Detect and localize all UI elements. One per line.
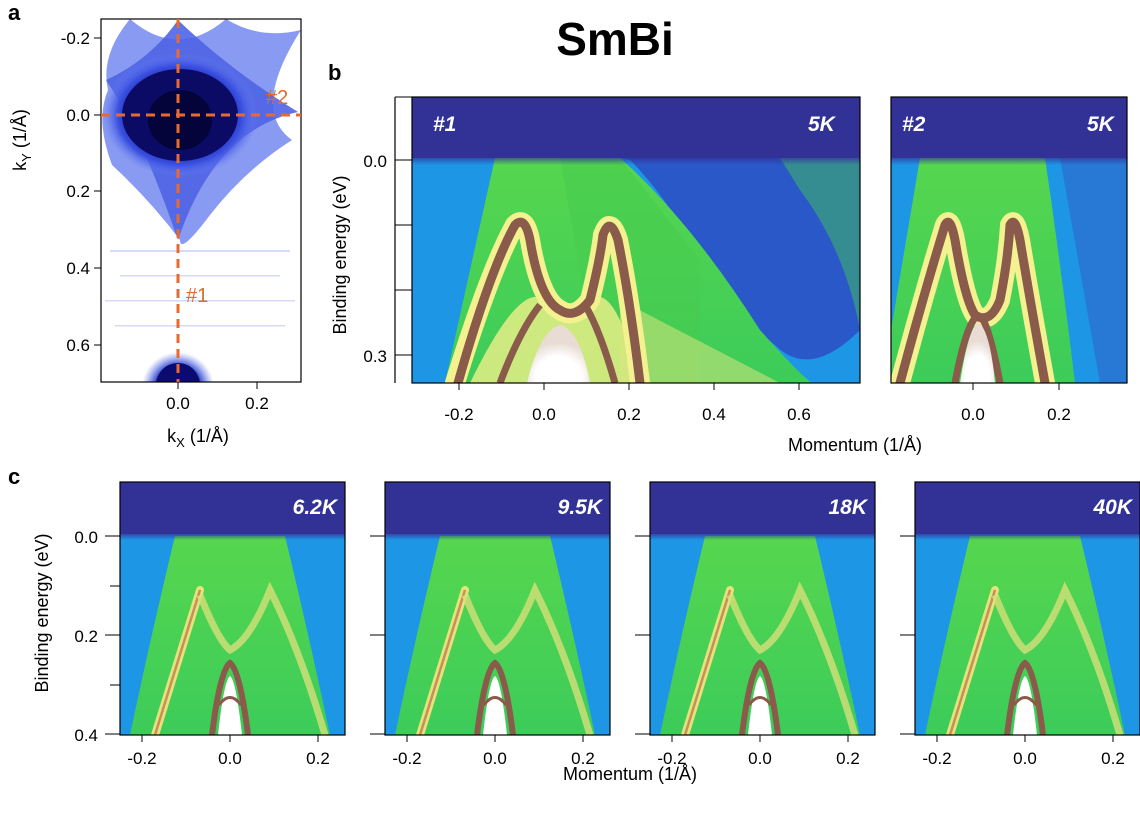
panel-b-left-cut-label: #1 — [433, 113, 456, 136]
panel-c-temp-label: 6.2K — [293, 496, 339, 519]
panel-c-letter: c — [8, 464, 20, 489]
panel-c-xtick: 0.2 — [1101, 749, 1125, 768]
panel-b-right-xtick: 0.0 — [961, 405, 985, 424]
panel-b-left-xtick: 0.0 — [532, 405, 556, 424]
panel-b-left-xtick: -0.2 — [444, 405, 473, 424]
panel-a-ytick: 0.0 — [66, 106, 90, 125]
panel-b-left-xtick: 0.6 — [787, 405, 811, 424]
panel-b-left-spectrum: #1 5K — [411, 96, 861, 384]
panel-c-xtick: 0.0 — [483, 749, 507, 768]
panel-c-spectrum: 6.2K -0.2 0.0 0.2 — [119, 481, 346, 768]
panel-b-xlabel: Momentum (1/Å) — [788, 435, 922, 455]
panel-c-xtick: -0.2 — [392, 749, 421, 768]
panel-a-ytick: -0.2 — [61, 29, 90, 48]
panel-c-temp-label: 9.5K — [558, 496, 604, 519]
panel-b-left-xtick: 0.2 — [617, 405, 641, 424]
panel-c-xtick: -0.2 — [657, 749, 686, 768]
panel-c-xtick: 0.0 — [748, 749, 772, 768]
panel-a-xlabel: kX (1/Å) — [167, 426, 229, 450]
panel-a-fermi-map: #1 #2 — [100, 18, 302, 383]
panel-b-ytick: 0.3 — [363, 347, 387, 366]
panel-a-letter: a — [8, 0, 21, 25]
panel-c-xtick: 0.2 — [571, 749, 595, 768]
panel-a-xtick: 0.0 — [166, 394, 190, 413]
panel-c-ytick: 0.4 — [74, 726, 98, 745]
panel-c-ytick: 0.0 — [74, 528, 98, 547]
panel-c-xtick: 0.2 — [306, 749, 330, 768]
panel-b-right-temp-label: 5K — [1087, 113, 1116, 136]
panel-b-left-xtick: 0.4 — [702, 405, 726, 424]
panel-b-yaxis: 0.0 0.3 Binding energy (eV) — [330, 96, 412, 383]
panel-c-xtick: -0.2 — [127, 749, 156, 768]
panel-c-xlabel: Momentum (1/Å) — [563, 764, 697, 784]
panel-c-temp-label: 40K — [1092, 496, 1133, 519]
panel-c-xtick: 0.0 — [1013, 749, 1037, 768]
panel-a-xaxis: 0.0 0.2 kX (1/Å) — [166, 382, 269, 450]
panel-c-ytick: 0.2 — [74, 627, 98, 646]
panel-b-right-cut-label: #2 — [902, 113, 926, 136]
panel-a-ytick: 0.2 — [66, 182, 90, 201]
cut-1-label: #1 — [186, 285, 208, 307]
panel-b-letter: b — [328, 60, 341, 85]
panel-a-ylabel: kY (1/Å) — [10, 109, 34, 171]
panel-a-ytick: 0.6 — [66, 336, 90, 355]
panel-c-ylabel: Binding energy (eV) — [32, 533, 52, 692]
panel-a-yaxis: -0.2 0.0 0.2 0.4 0.6 kY (1/Å) — [10, 29, 101, 355]
panel-c-yaxis: 0.0 0.2 0.4 Binding energy (eV) — [32, 528, 120, 745]
panel-c-xtick: 0.2 — [836, 749, 860, 768]
panel-b-ylabel: Binding energy (eV) — [330, 175, 350, 334]
panel-c-xtick: -0.2 — [922, 749, 951, 768]
panel-b-right-xtick: 0.2 — [1047, 405, 1071, 424]
panel-b-ytick: 0.0 — [363, 152, 387, 171]
panel-b-left-temp-label: 5K — [808, 113, 837, 136]
panel-a-xtick: 0.2 — [245, 394, 269, 413]
panel-c-spectrum: 40K -0.2 0.0 0.2 — [900, 481, 1140, 768]
cut-2-label: #2 — [266, 87, 288, 109]
panel-c-xtick: 0.0 — [218, 749, 242, 768]
panel-c-spectra: 6.2K -0.2 0.0 0.2 9.5K -0.2 0.0 0.2 18K -0.2 0.0 0.… — [119, 481, 1140, 768]
panel-c-spectrum: 9.5K -0.2 0.0 0.2 — [370, 481, 611, 768]
panel-a-ytick: 0.4 — [66, 259, 90, 278]
figure-title: SmBi — [556, 13, 674, 65]
panel-b-right-spectrum: #2 5K — [890, 96, 1128, 384]
panel-b-xaxis: -0.2 0.0 0.2 0.4 0.6 0.0 0.2 Momentum (1… — [444, 383, 1071, 455]
panel-c-temp-label: 18K — [828, 496, 868, 519]
panel-c-spectrum: 18K -0.2 0.0 0.2 — [635, 481, 876, 768]
